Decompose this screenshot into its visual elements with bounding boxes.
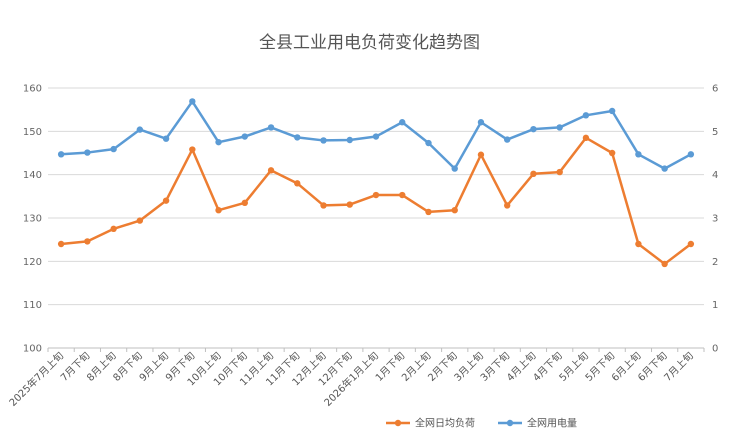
series-1-point	[687, 240, 695, 248]
series-2-point	[687, 151, 695, 158]
series-1-point	[136, 217, 144, 224]
chart-title: 全县工业用电负荷变化趋势图	[259, 33, 480, 53]
series-1-point	[451, 207, 458, 214]
series-2-point	[372, 133, 380, 140]
series-2-point	[556, 124, 563, 131]
series-2-point	[267, 124, 275, 131]
series-1-point	[477, 151, 485, 158]
series-2-point	[241, 133, 248, 140]
series-2-point	[608, 107, 616, 115]
series-2-point	[451, 165, 458, 172]
series-1-point	[241, 199, 248, 207]
series-1-point	[110, 225, 117, 233]
legend-marker-1	[394, 419, 402, 427]
y-left-tick-label: 110	[23, 300, 42, 311]
series-1-point	[215, 207, 222, 214]
y-right-tick-label: 4	[712, 170, 718, 181]
y-left-tick-label: 160	[23, 84, 42, 95]
series-1-point	[504, 202, 511, 209]
y-left-tick-label: 120	[23, 257, 42, 268]
series-1-point	[320, 202, 327, 209]
series-1-point	[556, 168, 563, 176]
y-right-tick-label: 5	[712, 127, 718, 138]
series-2-point	[346, 136, 353, 144]
series-1-point	[162, 197, 170, 204]
y-right-tick-label: 0	[712, 344, 718, 355]
series-2-point	[320, 137, 327, 144]
series-1-point	[84, 238, 91, 245]
series-1-point	[582, 134, 590, 142]
series-2-point	[425, 139, 432, 147]
series-1-point	[530, 170, 537, 177]
series-2-point	[661, 165, 668, 172]
y-left-tick-label: 140	[23, 170, 42, 181]
series-2-point	[399, 119, 406, 126]
series-2-point	[110, 145, 117, 153]
y-left-tick-label: 130	[23, 214, 42, 225]
y-right-tick-label: 2	[712, 257, 718, 268]
legend-marker-2	[506, 419, 514, 427]
series-1-point	[425, 208, 432, 216]
y-right-tick-label: 3	[712, 214, 718, 225]
series-2-point	[582, 112, 590, 119]
x-tick-label: 7月上旬	[661, 349, 696, 384]
series-2-point	[215, 138, 222, 146]
series-1-point	[294, 180, 301, 187]
series-2-point	[477, 119, 485, 126]
series-2-point	[136, 126, 144, 133]
series-1-point	[661, 260, 668, 268]
series-1-point	[346, 201, 353, 208]
series-1-point	[267, 167, 275, 174]
series-1-point	[399, 191, 406, 199]
series-1-point	[189, 146, 196, 153]
series-1-point	[372, 191, 380, 199]
series-2-point	[57, 151, 65, 158]
series-2-point	[504, 136, 511, 143]
series-2-point	[84, 149, 91, 156]
series-1-point	[57, 240, 65, 248]
legend-label-2: 全网用电量	[527, 417, 577, 430]
y-left-tick-label: 150	[23, 127, 42, 138]
x-tick-label: 2025年7月上旬	[6, 349, 66, 409]
y-left-tick-label: 100	[23, 344, 42, 355]
series-2-point	[530, 125, 537, 133]
series-1-point	[635, 240, 642, 248]
series-2-point	[294, 134, 301, 141]
legend-label-1: 全网日均负荷	[415, 417, 475, 430]
y-right-tick-label: 6	[712, 84, 718, 95]
series-2-point	[189, 98, 196, 105]
series-2-point	[635, 151, 642, 158]
series-line-1	[60, 136, 692, 266]
series-2-point	[162, 135, 170, 142]
series-1-point	[608, 149, 616, 157]
y-right-tick-label: 1	[712, 300, 718, 311]
